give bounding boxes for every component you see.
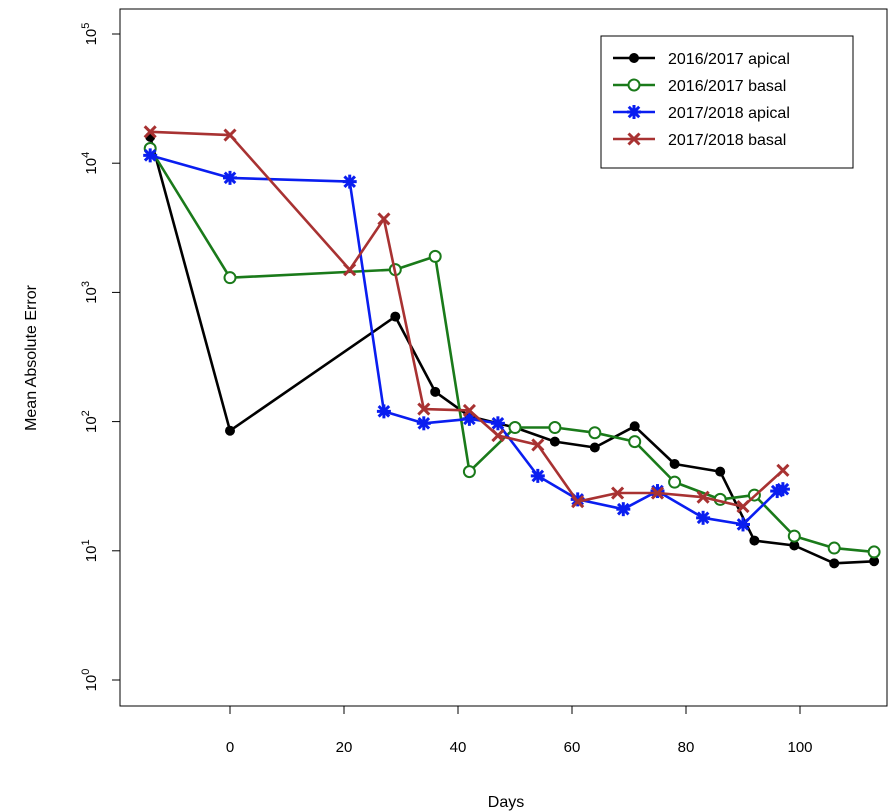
data-point — [462, 403, 476, 418]
x-tick-label: 60 — [564, 739, 581, 756]
data-point — [867, 545, 881, 559]
series-line — [148, 136, 875, 565]
data-point — [629, 421, 640, 432]
series-2 — [143, 141, 881, 559]
y-tick-base: 10 — [83, 675, 100, 692]
data-point — [669, 458, 680, 469]
series-line — [149, 147, 875, 554]
data-point — [736, 499, 750, 514]
data-point — [650, 486, 665, 500]
series-3 — [143, 148, 790, 532]
y-tick-label: 103 — [80, 281, 100, 304]
legend-item: 2016/2017 basal — [613, 78, 786, 95]
y-tick-base: 10 — [83, 158, 100, 175]
y-tick-exponent: 1 — [80, 539, 92, 545]
data-point — [428, 249, 442, 263]
series-1 — [145, 131, 880, 569]
data-point — [223, 271, 237, 285]
data-point — [611, 486, 625, 500]
data-point — [491, 428, 505, 443]
data-point — [715, 466, 726, 477]
y-tick-label: 100 — [80, 669, 100, 692]
data-point — [530, 468, 545, 483]
y-tick-label: 101 — [80, 539, 100, 562]
data-point — [508, 421, 522, 435]
data-point — [616, 502, 631, 517]
data-point — [377, 212, 391, 226]
legend-label: 2017/2018 apical — [668, 105, 790, 122]
data-point — [696, 490, 710, 504]
data-point — [531, 438, 545, 452]
x-tick-label: 80 — [678, 739, 695, 756]
y-tick-base: 10 — [83, 546, 100, 563]
x-tick-label: 40 — [450, 739, 467, 756]
legend: 2016/2017 apical 2016/2017 basal 2017/2018… — [600, 35, 854, 169]
data-point — [417, 402, 431, 416]
data-point — [225, 425, 235, 436]
legend-item: 2016/2017 apical — [613, 51, 790, 68]
data-point — [589, 442, 600, 453]
data-point — [749, 535, 760, 546]
data-point — [588, 426, 602, 440]
x-axis-title: Days — [488, 794, 524, 811]
data-point — [223, 170, 237, 185]
legend-marker — [627, 78, 641, 92]
legend-marker — [627, 132, 641, 146]
y-tick-exponent: 5 — [80, 23, 92, 29]
y-tick-label: 102 — [80, 410, 100, 433]
legend-label: 2016/2017 apical — [668, 51, 790, 68]
legend-marker — [629, 53, 639, 63]
series-4 — [143, 125, 790, 514]
y-tick-exponent: 2 — [80, 410, 92, 416]
series-line — [150, 130, 784, 508]
legend-label: 2016/2017 basal — [668, 78, 786, 95]
data-point — [696, 510, 711, 525]
data-point — [548, 421, 562, 435]
y-tick-exponent: 3 — [80, 281, 92, 287]
legend-label: 2017/2018 basal — [668, 132, 786, 149]
data-point — [775, 482, 790, 497]
legend-item: 2017/2018 basal — [613, 132, 786, 149]
data-point — [342, 174, 357, 189]
data-point — [143, 148, 158, 163]
data-point — [827, 541, 841, 555]
y-tick-exponent: 0 — [80, 669, 92, 675]
data-point — [390, 311, 401, 322]
data-point — [462, 465, 476, 479]
y-tick-base: 10 — [83, 29, 100, 46]
y-tick-label: 105 — [80, 23, 100, 46]
y-tick-label: 104 — [80, 152, 100, 175]
x-tick-label: 20 — [336, 739, 353, 756]
data-point — [787, 529, 801, 543]
data-point — [776, 463, 790, 477]
data-point — [143, 125, 157, 139]
data-point — [736, 517, 750, 532]
y-axis-title: Mean Absolute Error — [23, 284, 40, 431]
data-point — [571, 495, 585, 509]
series-layer — [143, 125, 881, 569]
x-axis: 0 20 40 60 80 100 — [226, 705, 813, 756]
data-point — [668, 475, 682, 489]
x-tick-label: 0 — [226, 739, 234, 756]
y-tick-base: 10 — [83, 287, 100, 304]
data-point — [829, 558, 840, 569]
y-tick-exponent: 4 — [80, 152, 92, 158]
legend-marker — [627, 105, 641, 119]
y-tick-base: 10 — [83, 416, 100, 433]
legend-item: 2017/2018 apical — [613, 105, 790, 122]
data-point — [549, 436, 560, 447]
data-point — [628, 435, 642, 449]
data-point — [490, 416, 505, 431]
data-point — [416, 416, 431, 431]
data-point — [376, 404, 391, 419]
x-tick-label: 100 — [787, 739, 812, 756]
data-point — [223, 128, 237, 142]
data-point — [343, 263, 357, 277]
data-point — [430, 386, 441, 397]
